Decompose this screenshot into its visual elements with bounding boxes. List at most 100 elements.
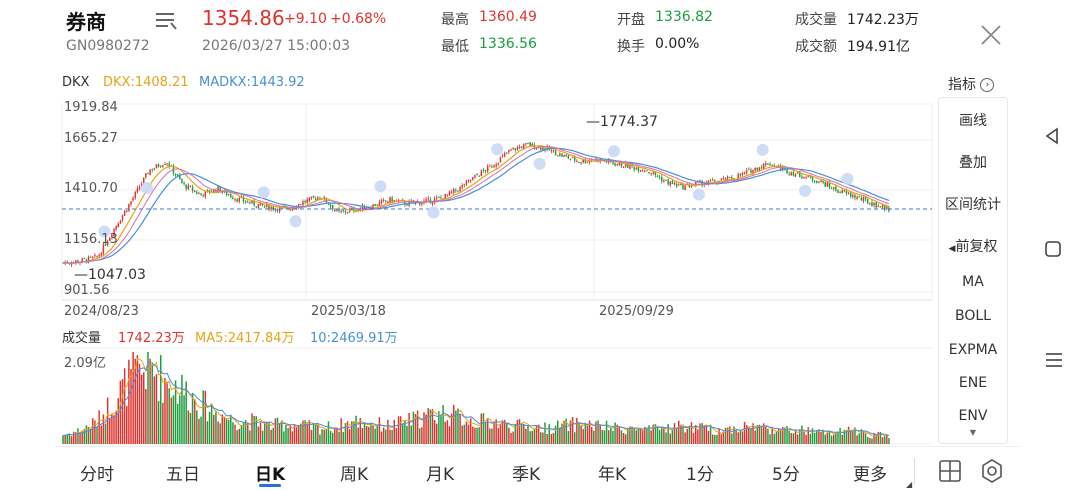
volume-bar (111, 414, 113, 444)
tab-daily-k[interactable]: 日K (255, 465, 286, 485)
back-icon[interactable] (1042, 126, 1062, 150)
candle-body (240, 197, 243, 199)
tab-five-day[interactable]: 五日 (166, 465, 200, 485)
candle-body (782, 167, 784, 170)
range-stats-button[interactable]: 区间统计 (945, 197, 1001, 213)
volume-bar (722, 431, 725, 444)
candle-body (404, 201, 406, 205)
candle-body (858, 196, 860, 198)
indicator-expma[interactable]: EXPMA (948, 342, 998, 358)
overlay-button[interactable]: 叠加 (959, 155, 987, 171)
tab-1min[interactable]: 1分 (686, 465, 714, 485)
candle-body (467, 179, 470, 181)
candle-body (839, 192, 841, 194)
indicator-ene[interactable]: ENE (958, 375, 988, 391)
security-code: GN0980272 (66, 38, 150, 54)
candle-body (106, 241, 109, 246)
close-icon[interactable] (980, 24, 1002, 46)
price-change-pct: +0.68% (330, 11, 387, 27)
candle-body (238, 197, 241, 202)
volume-bar (478, 427, 480, 444)
indicator-env[interactable]: ENV (958, 408, 988, 424)
volume-bar (877, 431, 880, 444)
volume-label[interactable]: 成交量 (62, 331, 102, 346)
candle-body (629, 164, 631, 170)
volume-bar (236, 430, 238, 444)
volume-bar (703, 426, 705, 444)
volume-bar (771, 428, 773, 444)
volume-bar (654, 424, 657, 444)
stat-volume-value: 1742.23万 (847, 12, 919, 28)
tab-more[interactable]: 更多 (853, 465, 887, 485)
candle-body (151, 169, 153, 171)
volume-bar (75, 432, 77, 444)
settings-icon[interactable] (980, 459, 1004, 487)
volume-bar (782, 427, 784, 444)
candle-body (317, 197, 319, 200)
candle-body (244, 200, 247, 203)
volume-bar (455, 410, 457, 444)
tab-5min[interactable]: 5分 (772, 465, 800, 485)
menu-icon[interactable] (154, 10, 178, 30)
volume-bar (442, 405, 444, 444)
candle-body (633, 167, 635, 170)
recents-icon[interactable] (1044, 350, 1064, 374)
adjust-mode-button[interactable]: ◀前复权 (948, 239, 998, 255)
candle-body (236, 199, 238, 202)
volume-bar (678, 420, 680, 444)
volume-bar (731, 433, 733, 444)
candle-body (185, 184, 187, 189)
volume-bar (77, 428, 79, 444)
candle-body (556, 155, 559, 157)
kline-chart[interactable] (0, 0, 940, 450)
draw-line-button[interactable]: 画线 (959, 113, 987, 129)
candle-body (168, 163, 170, 167)
candle-body (117, 223, 120, 228)
candle-body (297, 204, 300, 208)
volume-bar (860, 429, 863, 444)
indicator-menu-title[interactable]: 指标 › (948, 74, 995, 94)
candle-body (123, 210, 126, 216)
volume-bar (109, 418, 111, 444)
tab-intraday[interactable]: 分时 (80, 465, 114, 485)
candle-body (336, 209, 338, 211)
volume-bar (777, 429, 780, 444)
volume-bar (571, 417, 574, 444)
candle-body (232, 197, 234, 200)
tab-monthly-k[interactable]: 月K (426, 465, 455, 485)
volume-ma5-line (63, 357, 890, 437)
volume-bar (578, 423, 580, 444)
candle-body (726, 176, 729, 180)
candle-body (769, 163, 771, 166)
indicator-boll[interactable]: BOLL (955, 308, 991, 324)
price-tick: 1156.13 (64, 232, 118, 247)
candle-body (843, 190, 846, 192)
volume-bar (102, 414, 105, 444)
candle-body (461, 185, 463, 188)
volume-bar (709, 424, 712, 444)
home-icon[interactable] (1044, 240, 1062, 262)
candle-body (92, 256, 94, 258)
stat-turnover-label: 换手 (617, 39, 645, 55)
candle-body (881, 204, 884, 208)
candle-body (809, 176, 812, 178)
scroll-down-icon[interactable]: ▼ (969, 428, 977, 437)
layout-grid-icon[interactable] (938, 459, 962, 487)
volume-bar (446, 420, 449, 444)
tab-weekly-k[interactable]: 周K (340, 465, 369, 485)
candle-body (374, 204, 376, 207)
candle-body (266, 204, 268, 207)
tab-yearly-k[interactable]: 年K (598, 465, 627, 485)
candle-body (824, 181, 826, 187)
volume-bar (418, 428, 421, 444)
candle-body (472, 177, 474, 180)
indicator-name[interactable]: DKX (62, 75, 90, 90)
indicator-ma[interactable]: MA (962, 274, 984, 290)
volume-bar (480, 413, 483, 444)
volume-bar (620, 430, 623, 444)
volume-bar (514, 423, 517, 444)
volume-bar (399, 416, 402, 444)
date-tick: 2024/08/23 (64, 304, 139, 319)
tab-quarterly-k[interactable]: 季K (512, 465, 541, 485)
volume-bar (346, 421, 349, 444)
